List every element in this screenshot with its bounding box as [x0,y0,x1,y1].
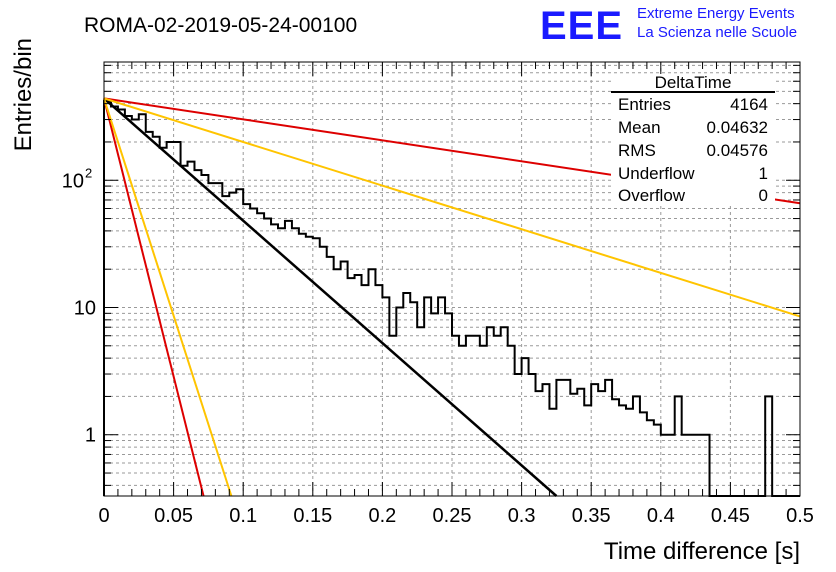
stats-row-label: Underflow [618,164,695,183]
x-tick-label: 0.35 [572,505,611,527]
brand-line-1: Extreme Energy Events [637,5,795,22]
x-tick-label: 0.2 [368,505,396,527]
stats-row-label: Entries [618,95,671,114]
stats-row-value: 1 [759,164,768,183]
y-tick-label: 1 [85,425,96,447]
x-tick-label: 0 [98,505,109,527]
stats-box: DeltaTime Entries 4164 Mean 0.04632 RMS … [611,73,775,206]
histogram-outline [103,99,800,497]
run-title: ROMA-02-2019-05-24-00100 [84,14,357,37]
stats-row-value: 0 [759,186,768,205]
series-line-2 [103,97,801,318]
stats-row-value: 0.04632 [707,118,768,137]
x-tick-label: 0.25 [433,505,472,527]
x-tick-label: 0.3 [508,505,536,527]
stats-box-background [611,74,775,206]
y-axis-title: Entries/bin [10,38,37,151]
histogram-series [103,99,800,497]
x-tick-label: 0.4 [647,505,675,527]
y-tick-label-exponent: 2 [85,165,92,180]
y-tick-label: 10 [62,170,84,192]
brand-line-2: La Scienza nelle Scuole [637,24,797,41]
series-line-3 [103,98,205,497]
x-tick-label: 0.05 [154,505,193,527]
x-tick-label: 0.15 [293,505,332,527]
stats-row-label: Mean [618,118,661,137]
series-line-4 [103,98,233,497]
x-tick-label: 0.45 [711,505,750,527]
x-tick-label: 0.5 [786,505,814,527]
stats-row-label: Overflow [618,186,686,205]
y-tick-label: 10 [74,297,96,319]
stats-box-title: DeltaTime [655,73,732,92]
series-line-0 [103,97,558,497]
stats-row-value: 0.04576 [707,141,768,160]
x-axis-title: Time difference [s] [604,538,800,565]
stats-row-value: 4164 [730,95,768,114]
axes: 0 0.05 0.1 0.15 0.2 0.25 0.3 0.35 0.4 0.45 0.51101… [62,61,814,527]
stats-row-label: RMS [618,141,656,160]
eee-logo: EEE [540,4,623,48]
x-tick-label: 0.1 [229,505,257,527]
